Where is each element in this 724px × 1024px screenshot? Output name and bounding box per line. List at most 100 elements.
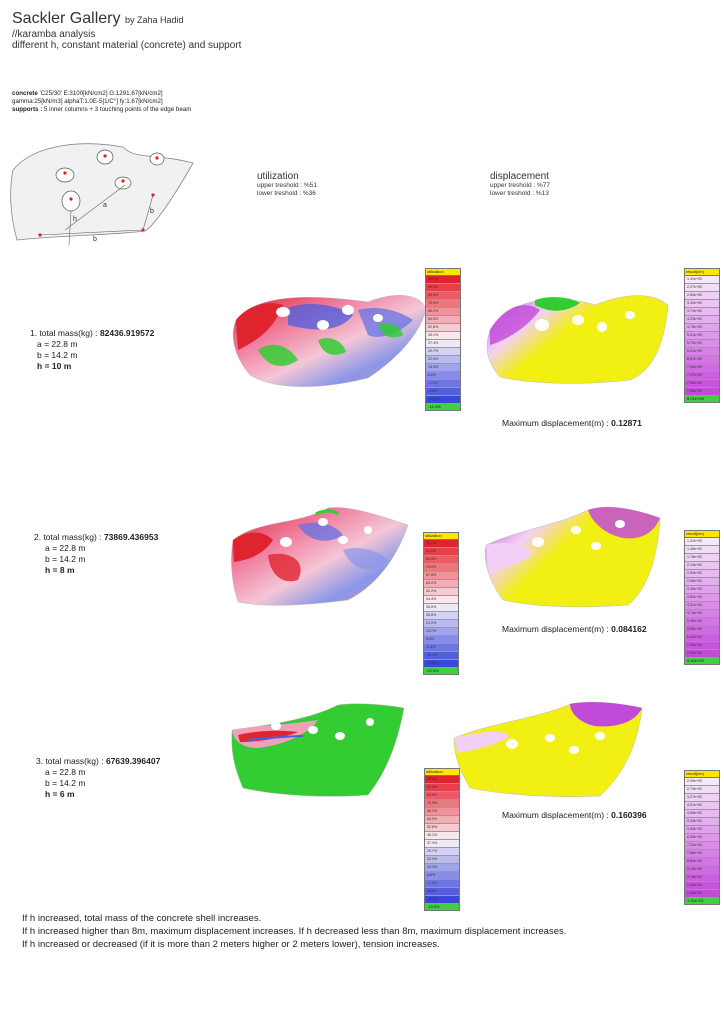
label-h: h: [73, 216, 77, 223]
legend-row: 22.0%: [426, 356, 460, 364]
utilization-thresholds: upper treshold : %51 lower treshold : %36: [257, 182, 317, 197]
legend-row: 1.78e+00: [685, 554, 719, 562]
legend-row: 9.13e+00: [685, 866, 719, 874]
subtitle-description: different h, constant material (concrete…: [12, 40, 242, 51]
legend-row: -8.8%: [425, 888, 459, 896]
byline: by Zaha Hadid: [124, 15, 184, 25]
case-3-utilization-legend: utilization 99.0% 91.3% 83.6% 75.9% 68.2% 60.…: [424, 768, 460, 911]
page-title: Sackler Gallery by Zaha Hadid: [12, 10, 184, 27]
legend-row: 99.0%: [424, 540, 458, 548]
case-1-utilization-legend: utilization 99.0% 91.3% 83.6% 75.9% 68.2% 60.…: [425, 268, 461, 411]
legend-row: 3.74e+00: [685, 308, 719, 316]
material-specs: concrete 'C25/30' E:3100[kN/cm2] G:1291.…: [12, 90, 192, 113]
case-1-displacement-legend: result(cm) 1.41e+00 2.27e+00 2.83e+00 3.32e…: [684, 268, 720, 403]
legend-row: 52.8%: [426, 324, 460, 332]
legend-row: -2.4%: [424, 644, 458, 652]
conclusion-line: If h increased higher than 8m, maximum d…: [22, 926, 567, 937]
legend-row: 6.6%: [425, 872, 459, 880]
case-2-displacement-legend: result(cm) 1.02e+00 1.49e+00 1.78e+00 2.13e…: [684, 530, 720, 665]
label-a: a: [103, 202, 107, 209]
legend-row: 9.76e+00: [685, 874, 719, 882]
legend-row: -16.5%: [426, 396, 460, 404]
label-b: b: [93, 236, 97, 243]
legend-row: 4.74e+00: [685, 610, 719, 618]
legend-row: 5.93e+00: [685, 826, 719, 834]
legend-row: 2.96e+00: [685, 578, 719, 586]
legend-row: 37.4%: [425, 840, 459, 848]
legend-row: 83.6%: [425, 792, 459, 800]
legend-row: 6.6%: [426, 372, 460, 380]
legend-row: 14.3%: [426, 364, 460, 372]
legend-row: 68.2%: [426, 308, 460, 316]
legend-row: 6.57e+00: [685, 356, 719, 364]
subtitle-analysis: //karamba analysis: [12, 29, 96, 40]
legend-row: 37.4%: [426, 340, 460, 348]
case-1-utilization-map: [233, 295, 427, 387]
conclusions: If h increased, total mass of the concre…: [22, 912, 566, 951]
displacement-thresholds: upper treshold : %77 lower treshold : %13: [490, 182, 550, 197]
legend-row: 13.2%: [424, 628, 458, 636]
legend-row: 52.8%: [425, 824, 459, 832]
case-3-displacement-map: [453, 701, 643, 797]
legend-row: 1.02e+00: [685, 538, 719, 546]
shell-diagram: a b b h: [10, 143, 194, 246]
legend-row: 91.2%: [424, 548, 458, 556]
legend-row: 2.53e+00: [685, 570, 719, 578]
legend-row: 60.5%: [426, 316, 460, 324]
utilization-heading: utilization: [257, 171, 299, 182]
legend-row: 6.21e+00: [685, 348, 719, 356]
case-2-utilization-legend: utilization 99.0% 91.2% 83.4% 75.6% 67.8% 60.…: [423, 532, 459, 675]
case-1-displacement-map: [486, 295, 669, 384]
legend-row: 5.90e+00: [685, 626, 719, 634]
legend-row: 7.83e+00: [685, 388, 719, 396]
conclusion-line: If h increased or decreased (if it is mo…: [22, 939, 440, 950]
legend-row: 60.0%: [424, 580, 458, 588]
legend-row: 5.30e+00: [685, 618, 719, 626]
legend-row: 91.3%: [426, 284, 460, 292]
legend-row: 2.09e+00: [685, 778, 719, 786]
legend-row: 1.04e+01: [685, 882, 719, 890]
legend-row: 2.83e+00: [685, 292, 719, 300]
legend-row: 99.0%: [425, 776, 459, 784]
legend-row: 29.7%: [426, 348, 460, 356]
legend-row: 4.23e+00: [685, 316, 719, 324]
legend-row: 8.54e+00: [685, 858, 719, 866]
legend-row: 5.21e+00: [685, 332, 719, 340]
legend-row: 3.80e+00: [685, 594, 719, 602]
case-3-info: 3. total mass(kg) : 67639.396407 a = 22.…: [36, 756, 161, 799]
case-3-utilization-map: [231, 703, 405, 797]
legend-row: 83.4%: [424, 556, 458, 564]
case-1-info: 1. total mass(kg) : 82436.919572 a = 22.…: [30, 328, 155, 371]
case-2-info: 2. total mass(kg) : 73869.436953 a = 22.…: [34, 532, 159, 575]
legend-row: -13.6%: [424, 660, 458, 668]
legend-row: 7.04e+00: [685, 364, 719, 372]
legend-row: 7.62e+00: [685, 650, 719, 658]
legend-row: 4.65e+00: [685, 810, 719, 818]
legend-row: 14.3%: [425, 864, 459, 872]
case-3-max-displacement: Maximum displacement(m) : 0.160396: [502, 810, 647, 820]
case-2-max-displacement: Maximum displacement(m) : 0.084162: [502, 624, 647, 634]
case-2-utilization-map: [231, 507, 409, 606]
case-2-displacement-map: [485, 506, 661, 608]
legend-row: 2.73e+00: [685, 786, 719, 794]
legend-row: 22.0%: [425, 856, 459, 864]
legend-row: 67.8%: [424, 572, 458, 580]
legend-row: 2.27e+00: [685, 284, 719, 292]
legend-row: 7.23e+00: [685, 842, 719, 850]
legend-row: 2.13e+00: [685, 562, 719, 570]
legend-row: 5.4%: [424, 636, 458, 644]
legend-row: -1.1%: [426, 380, 460, 388]
legend-row: 4.31e+00: [685, 602, 719, 610]
conclusion-line: If h increased, total mass of the concre…: [22, 913, 262, 924]
legend-row: 4.78e+00: [685, 324, 719, 332]
legend-row: 3.27e+00: [685, 794, 719, 802]
legend-row: 7.09e+00: [685, 642, 719, 650]
legend-row: 83.6%: [426, 292, 460, 300]
legend-row: 28.8%: [424, 612, 458, 620]
case-1-max-displacement: Maximum displacement(m) : 0.12871: [502, 418, 642, 428]
displacement-heading: displacement: [490, 171, 549, 182]
legend-row: -11.6%: [425, 896, 459, 904]
legend-row: 75.9%: [425, 800, 459, 808]
legend-row: 7.37e+00: [685, 372, 719, 380]
legend-row: 5.70e+00: [685, 340, 719, 348]
